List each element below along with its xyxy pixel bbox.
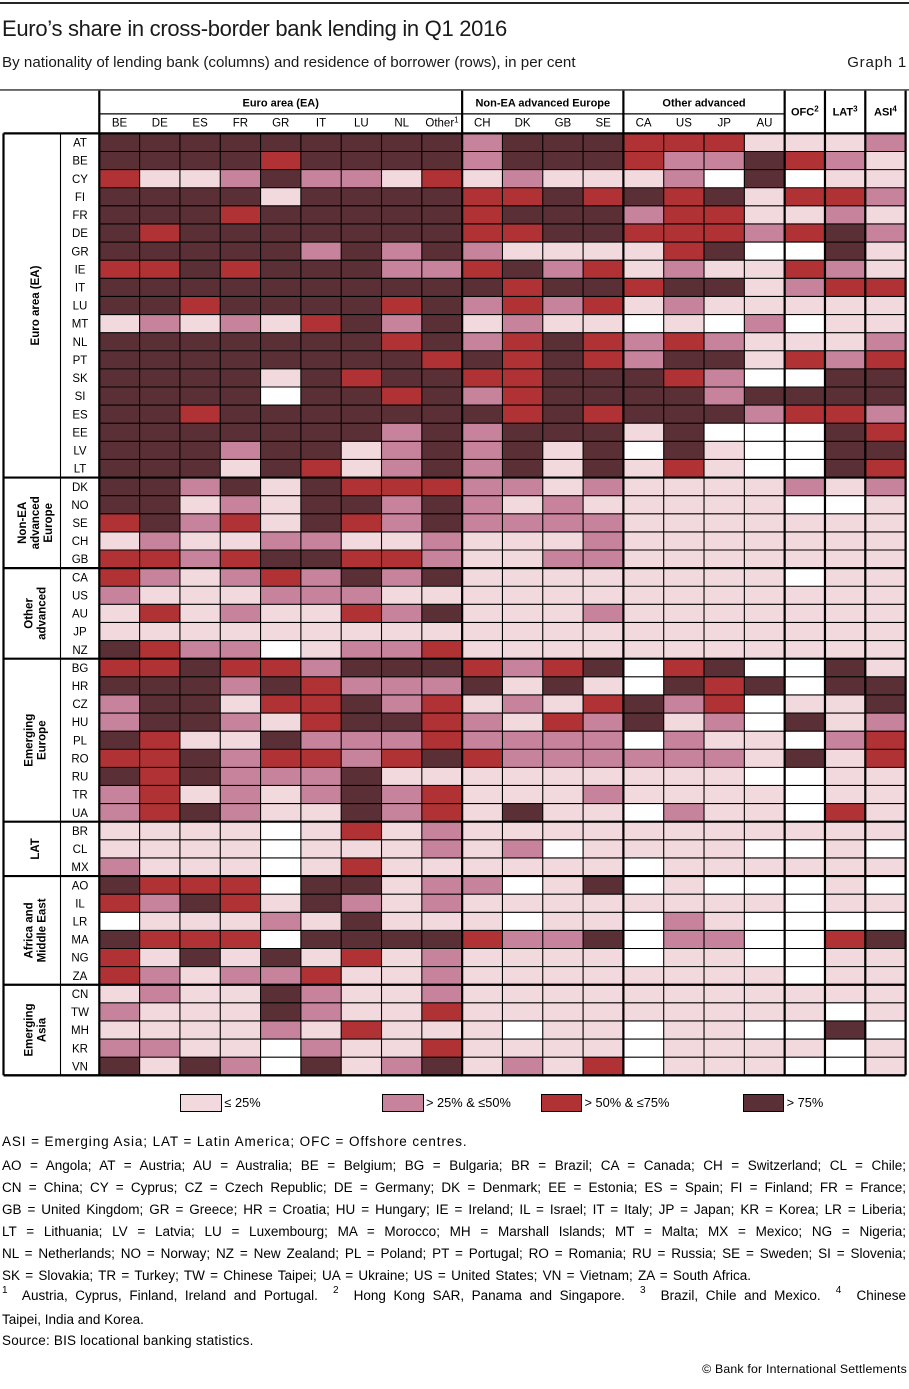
svg-text:LU: LU [354, 118, 369, 130]
svg-text:SE: SE [596, 118, 612, 130]
svg-text:DK: DK [515, 118, 531, 130]
svg-text:CH: CH [72, 536, 89, 548]
svg-text:KR: KR [72, 1043, 88, 1055]
svg-text:ASI4: ASI4 [874, 105, 897, 119]
svg-text:NL: NL [73, 337, 88, 349]
svg-text:Asia: Asia [37, 1017, 49, 1042]
svg-text:TW: TW [71, 1007, 89, 1019]
svg-text:IL: IL [75, 898, 85, 910]
svg-text:RO: RO [71, 753, 88, 765]
svg-text:Euro area (EA): Euro area (EA) [30, 265, 42, 345]
svg-text:advanced: advanced [37, 587, 49, 640]
svg-text:NL: NL [394, 118, 409, 130]
svg-text:IT: IT [316, 118, 326, 130]
svg-text:Euro area (EA): Euro area (EA) [242, 98, 319, 110]
svg-text:US: US [72, 590, 88, 602]
svg-text:LT: LT [74, 464, 87, 476]
svg-text:SK: SK [72, 373, 88, 385]
svg-text:CA: CA [636, 118, 652, 130]
svg-text:US: US [676, 118, 692, 130]
svg-text:BE: BE [112, 118, 128, 130]
svg-text:CN: CN [72, 989, 89, 1001]
svg-text:MH: MH [71, 1025, 89, 1037]
svg-text:AO: AO [72, 880, 89, 892]
svg-text:OFC2: OFC2 [791, 105, 819, 119]
svg-text:TR: TR [72, 790, 87, 802]
svg-text:ZA: ZA [73, 971, 88, 983]
svg-text:JP: JP [717, 118, 731, 130]
svg-text:LV: LV [73, 446, 87, 458]
svg-text:MT: MT [72, 319, 89, 331]
svg-text:FR: FR [233, 118, 248, 130]
svg-text:CH: CH [474, 118, 491, 130]
svg-text:Europe: Europe [37, 720, 49, 760]
svg-text:AU: AU [757, 118, 773, 130]
svg-text:MX: MX [71, 862, 89, 874]
svg-text:ES: ES [192, 118, 208, 130]
svg-text:LAT3: LAT3 [833, 105, 859, 119]
svg-text:GR: GR [71, 246, 88, 258]
svg-text:PL: PL [73, 735, 88, 747]
svg-text:AT: AT [73, 138, 87, 150]
svg-text:Europe: Europe [43, 503, 55, 543]
svg-text:SI: SI [75, 391, 86, 403]
svg-text:RU: RU [72, 772, 89, 784]
svg-text:BE: BE [72, 156, 88, 168]
svg-text:DK: DK [72, 482, 88, 494]
svg-text:CL: CL [73, 844, 88, 856]
svg-text:Emerging: Emerging [24, 714, 36, 767]
svg-text:LAT: LAT [30, 838, 42, 860]
svg-text:MA: MA [71, 935, 89, 947]
svg-text:HU: HU [72, 717, 89, 729]
svg-text:DE: DE [72, 228, 88, 240]
svg-text:Africa and: Africa and [24, 902, 36, 958]
svg-text:CA: CA [72, 572, 88, 584]
svg-text:DE: DE [152, 118, 168, 130]
svg-text:CZ: CZ [72, 699, 87, 711]
svg-text:Other1: Other1 [425, 116, 459, 130]
svg-text:NO: NO [71, 500, 88, 512]
svg-text:Non-EA: Non-EA [17, 502, 29, 544]
svg-text:HR: HR [72, 681, 89, 693]
svg-text:VN: VN [72, 1061, 88, 1073]
svg-text:LU: LU [73, 301, 88, 313]
svg-text:EE: EE [72, 427, 88, 439]
svg-text:CY: CY [72, 174, 88, 186]
svg-text:GR: GR [272, 118, 289, 130]
svg-text:UA: UA [72, 808, 88, 820]
svg-text:Emerging: Emerging [24, 1003, 36, 1056]
svg-text:GB: GB [555, 118, 572, 130]
svg-text:SE: SE [72, 518, 88, 530]
svg-text:Other: Other [24, 598, 36, 629]
svg-text:Non-EA advanced Europe: Non-EA advanced Europe [475, 98, 610, 110]
svg-text:BG: BG [72, 663, 89, 675]
svg-text:GB: GB [72, 554, 89, 566]
svg-text:IT: IT [75, 283, 85, 295]
svg-text:FI: FI [75, 192, 85, 204]
svg-text:JP: JP [73, 627, 87, 639]
svg-text:AU: AU [72, 609, 88, 621]
svg-text:FR: FR [72, 210, 87, 222]
svg-text:IE: IE [75, 264, 86, 276]
svg-text:NZ: NZ [72, 645, 87, 657]
svg-text:LR: LR [73, 916, 88, 928]
svg-text:PT: PT [73, 355, 88, 367]
svg-text:Middle East: Middle East [37, 898, 49, 962]
svg-text:NG: NG [71, 953, 88, 965]
svg-text:BR: BR [72, 826, 88, 838]
svg-text:advanced: advanced [30, 496, 42, 549]
svg-text:ES: ES [72, 409, 88, 421]
svg-text:Other advanced: Other advanced [662, 98, 745, 110]
